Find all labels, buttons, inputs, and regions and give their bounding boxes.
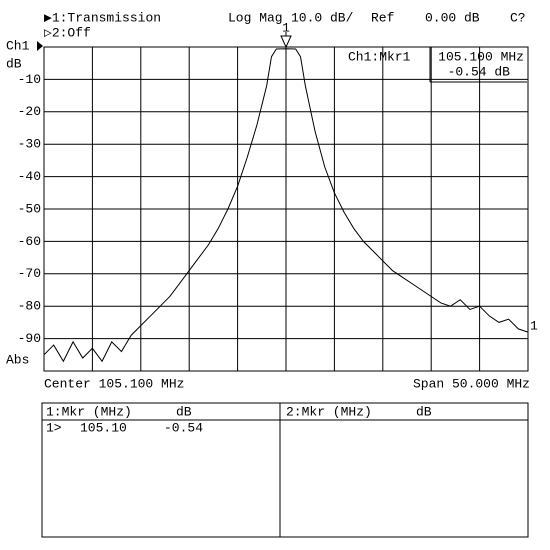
- status: C?: [510, 10, 526, 25]
- y-tick-label: -10: [18, 72, 41, 87]
- scale-label: 10.0 dB/: [291, 10, 354, 25]
- y-tick-label: -90: [18, 331, 41, 346]
- y-tick-label: -80: [18, 299, 41, 314]
- ref-value: 0.00 dB: [425, 10, 480, 25]
- table-header: dB: [416, 404, 432, 419]
- marker: [280, 35, 292, 49]
- y-tick-label: -30: [18, 137, 41, 152]
- format-label: Log Mag: [228, 10, 283, 25]
- y-tick-label: -70: [18, 266, 41, 281]
- table-cell: -0.54: [164, 420, 203, 435]
- y-tick-label: -50: [18, 201, 41, 216]
- trace: [43, 48, 529, 363]
- ref-marker-arrow: [37, 41, 43, 51]
- marker-table: [41, 402, 529, 538]
- table-cell: 1>: [46, 420, 62, 435]
- y-tick-label: -60: [18, 234, 41, 249]
- span-label: Span 50.000 MHz: [413, 376, 530, 391]
- table-header: 2:Mkr (MHz): [286, 404, 372, 419]
- trace-label: 1: [530, 319, 538, 334]
- y-unit: dB: [6, 56, 22, 71]
- y-tick-label: -20: [18, 104, 41, 119]
- y-tick-label: -40: [18, 169, 41, 184]
- ref-label: Ref: [371, 10, 394, 25]
- readout-value: -0.54 dB: [448, 64, 511, 79]
- abs-label: Abs: [6, 352, 29, 367]
- table-cell: 105.10: [80, 420, 127, 435]
- center-label: Center 105.100 MHz: [44, 376, 184, 391]
- channel1-label: ▶1:Transmission: [44, 10, 161, 25]
- marker-label: 1: [282, 20, 290, 35]
- readout-label: Ch1:Mkr1: [348, 49, 411, 64]
- table-header: dB: [176, 404, 192, 419]
- readout-frequency: 105.100 MHz: [438, 49, 524, 64]
- ref-marker-label: Ch1: [6, 38, 30, 53]
- channel2-label: ▷2:Off: [44, 25, 91, 40]
- table-header: 1:Mkr (MHz): [46, 404, 132, 419]
